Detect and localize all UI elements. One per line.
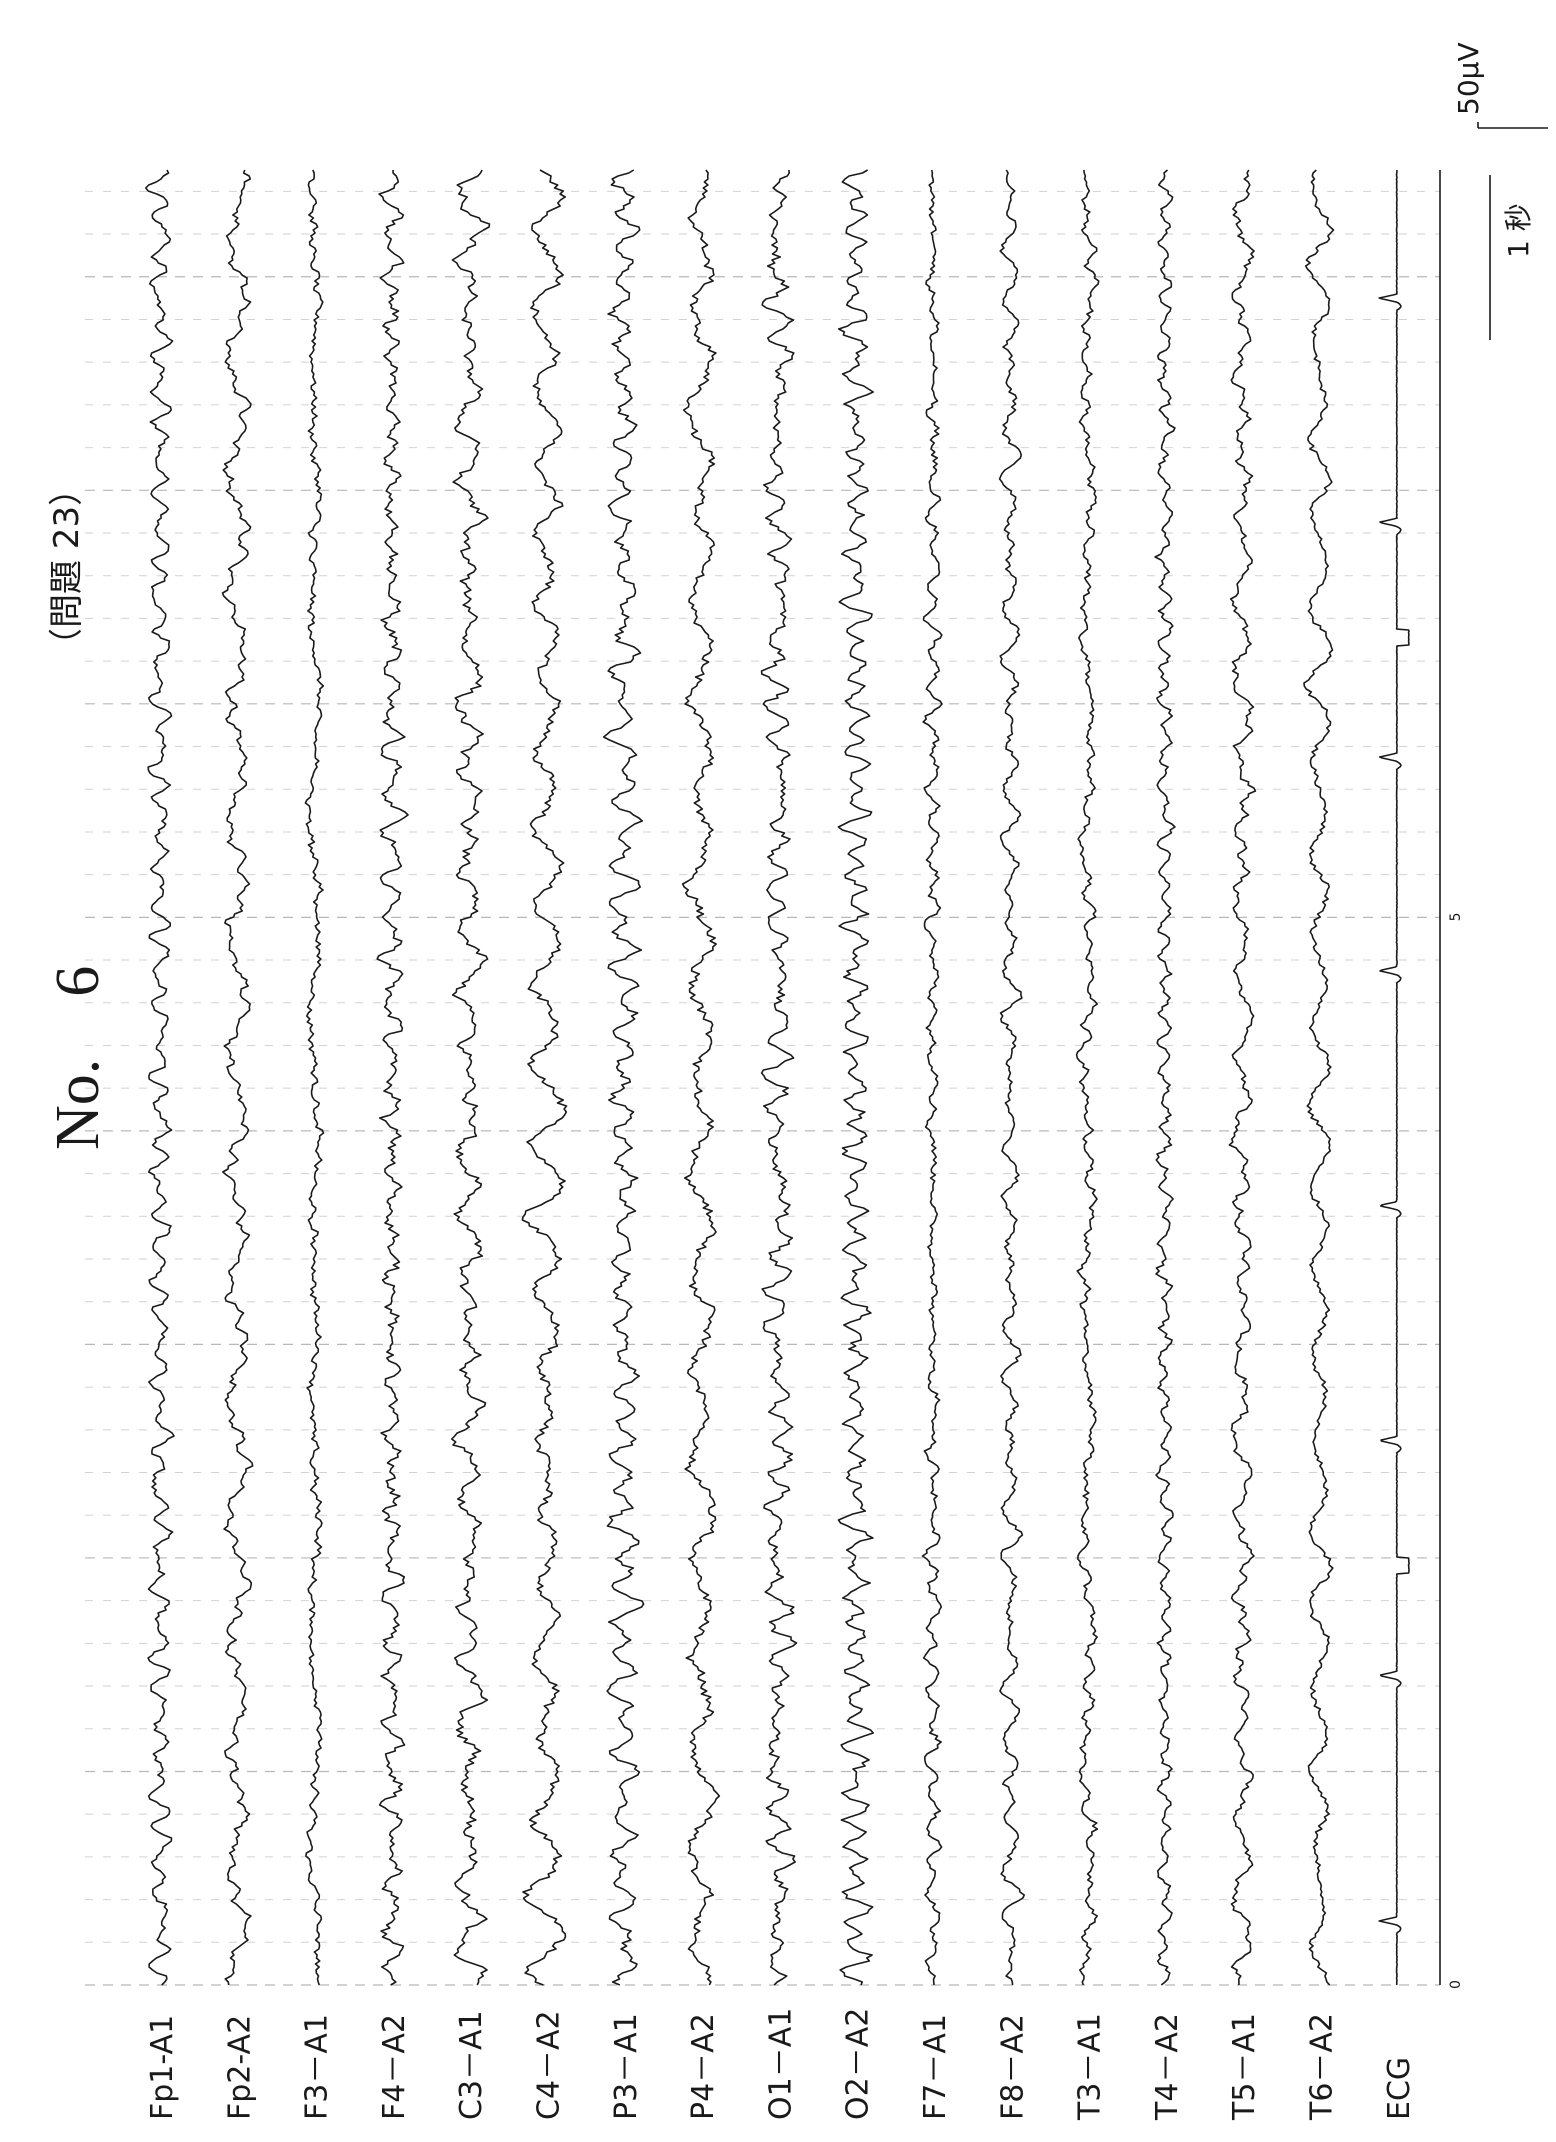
- eeg-trace-ecg: [1378, 169, 1410, 1986]
- lead-label: T5－A1: [1227, 2013, 1262, 2121]
- lead-labels: Fp1-A1 Fp2-A2 F3－A1 F4－A2 C3－A1 C4－A2 P3－A1 P4－…: [145, 2008, 1417, 2121]
- lead-label: T4－A2: [1150, 2013, 1185, 2121]
- lead-label: ECG: [1382, 2057, 1417, 2120]
- eeg-trace-o1-a1: [760, 169, 798, 1986]
- eeg-trace-t6-a2: [1303, 169, 1335, 1986]
- time-scale-label: 1 秒: [1502, 203, 1535, 258]
- amplitude-scale-label: 50µV: [1452, 42, 1485, 115]
- eeg-trace-f7-a1: [921, 169, 943, 1986]
- lead-label: C4－A2: [532, 2010, 567, 2120]
- eeg-trace-t3-a1: [1075, 169, 1100, 1986]
- lead-label: T6－A2: [1305, 2013, 1340, 2121]
- lead-label: C3－A1: [454, 2010, 489, 2120]
- eeg-trace-c4-a2: [521, 169, 568, 1986]
- eeg-trace-p4-a2: [681, 169, 721, 1986]
- lead-label: O2－A2: [841, 2008, 876, 2120]
- eeg-trace-fp1-a1: [145, 169, 175, 1986]
- eeg-trace-o2-a2: [837, 169, 874, 1986]
- eeg-trace-f8-a2: [998, 169, 1025, 1986]
- lead-label: P3－A1: [609, 2013, 644, 2120]
- eeg-trace-p3-a1: [602, 169, 645, 1986]
- time-tick-label: 5: [1448, 912, 1464, 921]
- time-axis: 05: [1439, 170, 1464, 1989]
- eeg-trace-t5-a1: [1228, 169, 1257, 1985]
- lead-label: T3－A1: [1073, 2013, 1108, 2121]
- time-grid: [85, 190, 1440, 1986]
- eeg-trace-c3-a1: [451, 169, 491, 1986]
- scale-bar: 50µV 1 秒: [1452, 42, 1548, 340]
- time-tick-label: 0: [1448, 1980, 1464, 1989]
- lead-label: F3－A1: [300, 2014, 335, 2120]
- eeg-trace-f3-a1: [304, 169, 325, 1986]
- lead-label: F4－A2: [377, 2014, 412, 2120]
- page-title: No. 6: [44, 966, 112, 1150]
- lead-label: P4－A2: [686, 2013, 721, 2120]
- eeg-trace-f4-a2: [376, 169, 409, 1986]
- lead-label: Fp1-A1: [145, 2015, 180, 2120]
- lead-label: F7－A1: [918, 2014, 953, 2120]
- eeg-traces: [145, 169, 1410, 1986]
- lead-label: Fp2-A2: [222, 2015, 257, 2120]
- lead-label: O1－A1: [763, 2008, 798, 2120]
- question-subtitle: （問題 23）: [47, 472, 87, 662]
- eeg-trace-fp2-a2: [221, 169, 254, 1986]
- lead-label: F8－A2: [995, 2014, 1030, 2120]
- eeg-trace-t4-a2: [1154, 169, 1176, 1986]
